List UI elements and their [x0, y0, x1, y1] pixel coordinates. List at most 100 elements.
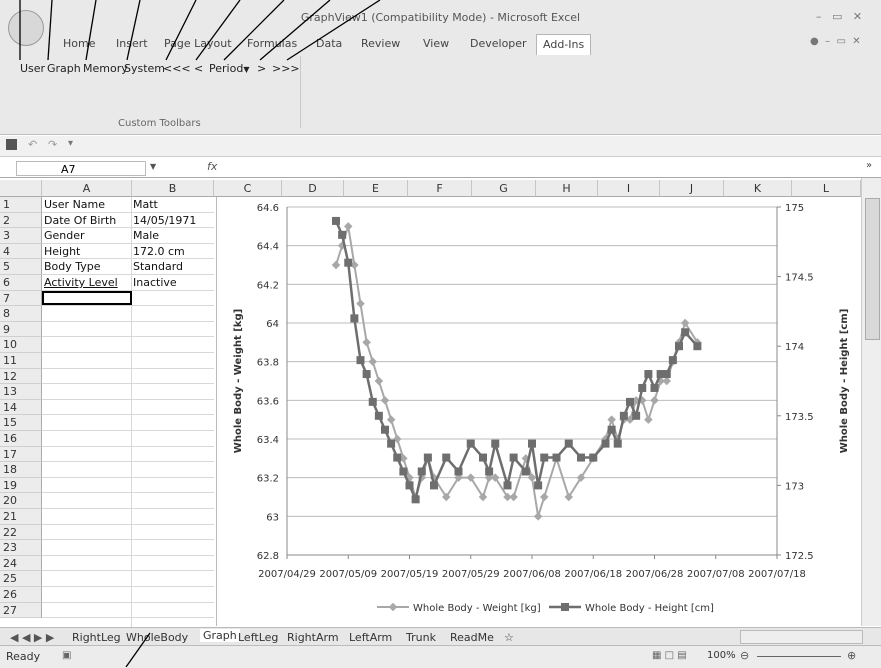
column-header-a[interactable]: A [42, 180, 132, 197]
cell-label[interactable]: User Name [44, 198, 106, 211]
chevron-down-icon[interactable]: ▼ [150, 162, 157, 171]
column-header-j[interactable]: J [660, 180, 724, 197]
column-header-l[interactable]: L [792, 180, 861, 197]
row-header[interactable]: 19 [0, 477, 42, 494]
row-header[interactable]: 10 [0, 337, 42, 353]
zoom-level[interactable]: 100% [707, 650, 736, 661]
row-header[interactable]: 13 [0, 384, 42, 400]
row-header[interactable]: 23 [0, 540, 42, 556]
row-header[interactable]: 9 [0, 321, 42, 338]
row-header[interactable]: 20 [0, 493, 42, 509]
tab-page-layout[interactable]: Page Layout [164, 37, 232, 50]
fx-icon[interactable]: fx [207, 160, 218, 173]
row-header[interactable]: 14 [0, 399, 42, 416]
column-header-i[interactable]: I [598, 180, 660, 197]
row-header[interactable]: 27 [0, 602, 42, 619]
tab-review[interactable]: Review [361, 37, 401, 50]
sheet-nav-arrows[interactable]: ◀ ◀ ▶ ▶ [10, 631, 55, 644]
column-header-f[interactable]: F [408, 180, 472, 197]
maximize-icon[interactable]: ▭ [832, 10, 843, 23]
close-icon[interactable]: ✕ [852, 10, 863, 23]
jump-back-button[interactable]: <<< [163, 62, 191, 75]
office-button[interactable] [8, 10, 44, 46]
cell-label[interactable]: Gender [44, 229, 85, 243]
row-header[interactable]: 6 [0, 275, 42, 291]
cell-value[interactable]: 14/05/1971 [133, 213, 197, 227]
tab-data[interactable]: Data [316, 37, 343, 50]
row-header[interactable]: 8 [0, 306, 42, 322]
cell-value[interactable]: Standard [133, 260, 184, 274]
row-header[interactable]: 16 [0, 431, 42, 447]
row-header[interactable]: 2 [0, 212, 42, 229]
sheet-tab-leftleg[interactable]: LeftLeg [238, 631, 279, 644]
row-header[interactable]: 11 [0, 353, 42, 369]
tab-view[interactable]: View [423, 37, 450, 50]
selected-cell-a7[interactable] [42, 291, 132, 305]
sheet-tab-leftarm[interactable]: LeftArm [349, 631, 393, 644]
cell-value[interactable]: Male [133, 229, 160, 243]
memory-button[interactable]: Memory [83, 62, 128, 75]
column-header-e[interactable]: E [344, 180, 408, 197]
customize-icon[interactable]: ▾ [68, 138, 74, 149]
row-header[interactable]: 3 [0, 228, 42, 244]
expand-formula-icon[interactable]: » [866, 160, 873, 171]
ribbon-close-icon[interactable]: ✕ [852, 36, 861, 47]
row-header[interactable]: 4 [0, 243, 42, 260]
zoom-slider[interactable] [757, 656, 841, 657]
system-button[interactable]: System [124, 62, 166, 75]
horizontal-scrollbar[interactable] [740, 630, 863, 644]
graph-button[interactable]: Graph [47, 62, 81, 75]
user-button[interactable]: User [20, 62, 46, 75]
tab-formulas[interactable]: Formulas [247, 37, 298, 50]
cell-label[interactable]: Height [44, 244, 81, 258]
column-header-b[interactable]: B [132, 180, 214, 197]
column-header-h[interactable]: H [536, 180, 598, 197]
minimize-icon[interactable]: – [816, 10, 822, 23]
zoom-in-icon[interactable]: ⊕ [847, 649, 857, 662]
cell-value[interactable]: Inactive [133, 276, 177, 289]
save-icon[interactable] [6, 139, 17, 150]
column-header-d[interactable]: D [282, 180, 344, 197]
row-header[interactable]: 18 [0, 462, 42, 478]
cell-label[interactable]: Date Of Birth [44, 213, 117, 227]
ribbon-restore-icon[interactable]: ▭ [836, 36, 846, 47]
column-header-c[interactable]: C [214, 180, 282, 197]
row-header[interactable]: 24 [0, 555, 42, 572]
select-all-corner[interactable] [0, 180, 42, 197]
tab-developer[interactable]: Developer [470, 37, 527, 50]
tab-home[interactable]: Home [63, 37, 96, 50]
sheet-tab-rightleg[interactable]: RightLeg [72, 631, 121, 644]
row-header[interactable]: 21 [0, 509, 42, 525]
undo-icon[interactable]: ↶ [28, 138, 38, 151]
ribbon-minimize-icon[interactable]: – [825, 36, 831, 47]
jump-forward-button[interactable]: >>> [272, 62, 300, 75]
vertical-scrollbar[interactable] [861, 178, 881, 626]
sheet-tab-trunk[interactable]: Trunk [406, 631, 436, 644]
period-dropdown[interactable]: Period▼ [209, 62, 249, 75]
insert-sheet-icon[interactable]: ☆ [504, 631, 514, 644]
scroll-thumb[interactable] [865, 198, 880, 340]
redo-icon[interactable]: ↷ [48, 138, 58, 151]
tab-add-ins[interactable]: Add-Ins [536, 34, 592, 55]
step-back-button[interactable]: < [194, 62, 204, 75]
sheet-tab-readme[interactable]: ReadMe [450, 631, 494, 644]
view-buttons[interactable]: ▦ □ ▤ [652, 650, 687, 661]
sheet-tab-graph[interactable]: Graph [200, 629, 240, 642]
row-header[interactable]: 22 [0, 524, 42, 541]
sheet-tab-wholebody[interactable]: WholeBody [126, 631, 189, 644]
zoom-out-icon[interactable]: ⊖ [740, 649, 750, 662]
macro-record-icon[interactable]: ▣ [62, 650, 72, 661]
cell-value[interactable]: Matt [133, 198, 158, 211]
name-box[interactable]: A7 [16, 161, 146, 176]
row-header[interactable]: 17 [0, 446, 42, 463]
sheet-tab-rightarm[interactable]: RightArm [287, 631, 339, 644]
row-header[interactable]: 7 [0, 290, 42, 307]
row-header[interactable]: 1 [0, 197, 42, 213]
column-header-g[interactable]: G [472, 180, 536, 197]
cell-label[interactable]: Activity Level [44, 276, 118, 289]
chart-area[interactable]: 62.8 63 63.2 63.4 63.6 63.8 64 64.2 64.4 64.6 172.… [216, 197, 861, 626]
cell-value[interactable]: 172.0 cm [133, 244, 185, 258]
row-header[interactable]: 12 [0, 368, 42, 385]
tab-insert[interactable]: Insert [116, 37, 148, 50]
row-header[interactable]: 26 [0, 587, 42, 603]
